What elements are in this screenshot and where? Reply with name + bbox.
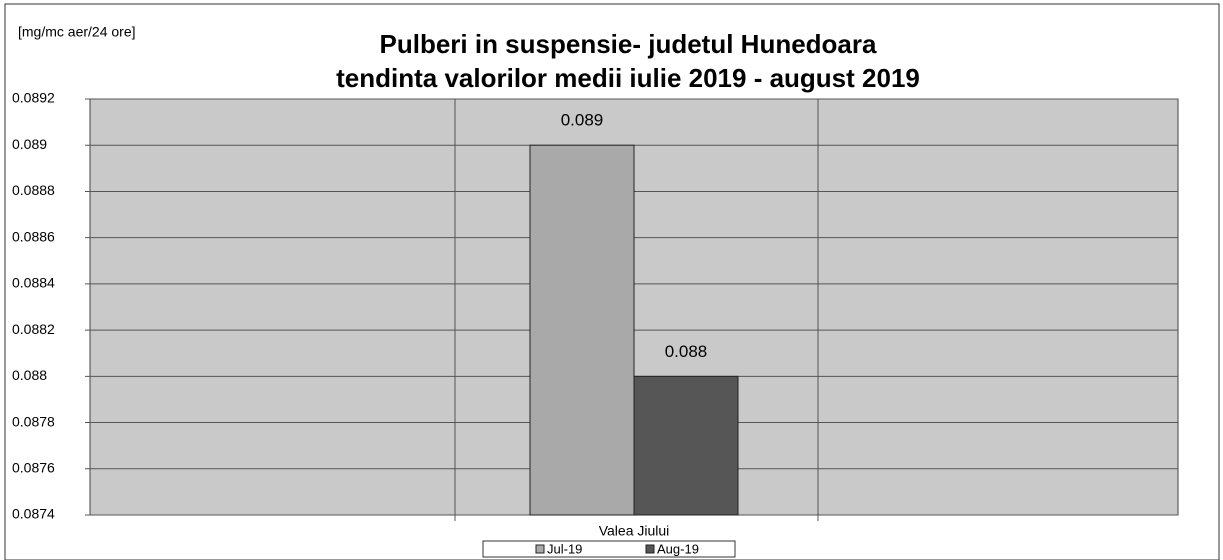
bar	[529, 144, 635, 516]
y-tick-label: 0.088	[12, 367, 47, 383]
y-axis-label: [mg/mc aer/24 ore]	[18, 24, 136, 40]
y-tick-label: 0.0888	[12, 182, 55, 198]
chart-title: Pulberi in suspensie- judetul Hunedoara	[380, 29, 878, 59]
legend-swatch	[645, 544, 655, 554]
bar	[633, 375, 739, 516]
y-tick-label: 0.089	[12, 136, 47, 152]
y-tick-label: 0.0874	[12, 506, 55, 522]
data-label: 0.088	[665, 342, 708, 361]
y-tick-label: 0.0876	[12, 459, 55, 475]
data-label: 0.089	[561, 111, 604, 130]
legend-label: Aug-19	[657, 541, 699, 556]
y-tick-label: 0.0878	[12, 413, 55, 429]
y-tick-label: 0.0886	[12, 228, 55, 244]
y-tick-label: 0.0892	[12, 90, 55, 106]
y-tick-label: 0.0884	[12, 275, 55, 291]
legend-box	[482, 540, 736, 558]
legend-swatch	[535, 544, 545, 554]
legend-label: Jul-19	[547, 541, 582, 556]
y-tick-label: 0.0882	[12, 321, 55, 337]
chart-subtitle: tendinta valorilor medii iulie 2019 - au…	[336, 63, 920, 93]
x-tick-label: Valea Jiului	[599, 523, 670, 539]
